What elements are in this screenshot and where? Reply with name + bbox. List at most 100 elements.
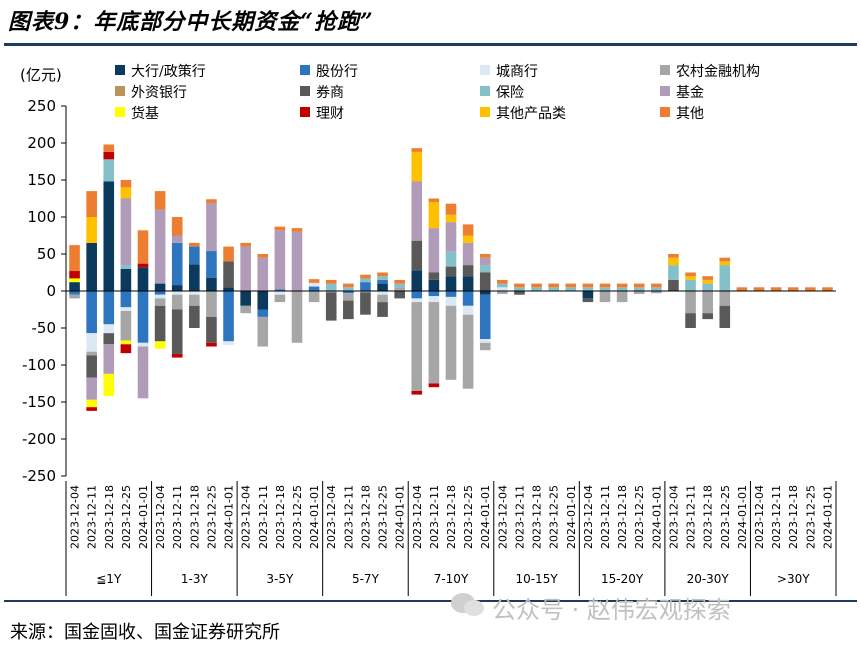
bar-segment-7 — [616, 287, 628, 291]
legend-swatch — [480, 86, 490, 96]
group-label: 15-20Y — [601, 572, 644, 586]
bar-segment-6 — [154, 305, 166, 342]
bar-segment-2 — [206, 251, 217, 278]
legend-swatch — [660, 65, 670, 75]
bar-segment-7 — [360, 278, 371, 283]
bar-segment-12 — [651, 283, 662, 288]
bar-segment-11 — [428, 202, 440, 229]
x-tick-label: 2023-12-18 — [531, 485, 544, 549]
bar-segment-12 — [377, 272, 388, 277]
bar-segment-12 — [86, 191, 97, 217]
bar-segment-3 — [428, 296, 440, 303]
legend-swatch — [300, 107, 310, 117]
bar-segment-1 — [445, 276, 457, 291]
bar-segment-2 — [154, 291, 166, 295]
x-tick-label: 2023-12-18 — [359, 485, 372, 549]
bar-segment-6 — [325, 292, 337, 321]
legend-swatch — [115, 107, 125, 117]
bar-segment-2 — [462, 291, 474, 306]
x-tick-label: 2023-12-18 — [103, 485, 116, 549]
bar-segment-1 — [411, 270, 423, 291]
bar-segment-6 — [445, 266, 457, 277]
bar-segment-11 — [685, 276, 696, 280]
x-tick-label: 2023-12-18 — [702, 485, 715, 549]
bar-segment-8 — [291, 231, 303, 291]
bar-segment-9 — [120, 340, 132, 345]
bar-segment-3 — [274, 291, 286, 295]
bar-segment-2 — [257, 309, 269, 317]
bar-segment-8 — [462, 242, 474, 266]
x-tick-label: 2023-12-18 — [445, 485, 458, 549]
bar-segment-4 — [685, 291, 696, 314]
bar-segment-4 — [189, 294, 200, 306]
y-tick-label: 50 — [37, 245, 56, 263]
bar-segment-4 — [274, 294, 286, 303]
x-tick-label: 2023-12-11 — [513, 485, 526, 549]
bar-segment-12 — [69, 245, 80, 272]
x-tick-label: 2024-01-01 — [308, 485, 321, 549]
bar-segment-4 — [343, 293, 354, 301]
bar-segment-4 — [291, 291, 303, 343]
bar-segment-12 — [462, 224, 474, 236]
bar-segment-6 — [462, 265, 474, 277]
bar-segment-3 — [171, 291, 183, 295]
bar-segment-7 — [702, 283, 713, 291]
bar-segment-12 — [394, 279, 405, 284]
footer-rule — [4, 600, 857, 602]
legend-swatch — [115, 65, 125, 75]
bar-segment-4 — [462, 314, 474, 389]
bar-segment-6 — [685, 313, 696, 328]
bar-segment-8 — [257, 257, 269, 291]
bar-segment-6 — [394, 291, 405, 299]
bar-segment-10 — [86, 407, 97, 411]
bar-segment-3 — [462, 305, 474, 315]
y-tick-label: 100 — [27, 208, 56, 226]
bar-segment-6 — [86, 355, 97, 378]
bar-segment-11 — [462, 235, 474, 243]
y-tick-label: -200 — [22, 430, 56, 448]
bar-segment-1 — [137, 267, 149, 291]
bar-segment-1 — [377, 283, 388, 291]
x-tick-label: 2023-12-11 — [342, 485, 355, 549]
bar-segment-4 — [360, 291, 371, 293]
bar-segment-4 — [633, 291, 645, 294]
bar-segment-4 — [308, 291, 320, 303]
bar-segment-8 — [171, 235, 183, 243]
bar-segment-4 — [377, 294, 388, 303]
bar-segment-12 — [445, 203, 457, 215]
legend-swatch — [480, 65, 490, 75]
bar-segment-1 — [86, 242, 97, 291]
x-tick-label: 2024-01-01 — [565, 485, 578, 549]
bar-segment-3 — [103, 324, 115, 334]
bar-segment-9 — [103, 373, 115, 397]
bar-segment-7 — [565, 287, 577, 291]
bar-segment-3 — [445, 296, 457, 306]
bar-segment-2 — [120, 291, 132, 308]
x-tick-label: 2023-12-04 — [411, 485, 424, 549]
group-label: 20-30Y — [687, 572, 730, 586]
bar-segment-10 — [103, 151, 115, 160]
bar-segment-4 — [479, 342, 491, 351]
x-tick-label: 2023-12-04 — [154, 485, 167, 549]
bar-segment-7 — [531, 287, 542, 291]
bar-segment-7 — [103, 159, 115, 182]
x-tick-label: 2023-12-11 — [770, 485, 783, 549]
bar-segment-3 — [223, 341, 234, 346]
bar-segment-2 — [86, 291, 97, 334]
x-tick-label: 2023-12-04 — [240, 485, 253, 549]
bar-segment-12 — [633, 283, 645, 288]
bar-segment-8 — [411, 181, 423, 241]
bar-segment-12 — [257, 254, 269, 258]
stacked-bar-chart: (亿元) 250 200 150 100 50 0 -50 -100 -150 -200 -250 20… — [20, 63, 837, 596]
bar-segment-12 — [736, 287, 748, 291]
bar-segment-6 — [719, 305, 731, 328]
legend-swatch — [300, 65, 310, 75]
x-tick-label: 2023-12-25 — [377, 485, 390, 549]
bar-segment-12 — [360, 274, 371, 279]
wechat-icon — [451, 593, 484, 616]
bar-segment-9 — [69, 278, 80, 283]
bar-segment-9 — [154, 341, 166, 349]
x-tick-label: 2024-01-01 — [394, 485, 407, 549]
bar-segment-12 — [668, 254, 679, 258]
legend-label: 理财 — [316, 106, 344, 122]
